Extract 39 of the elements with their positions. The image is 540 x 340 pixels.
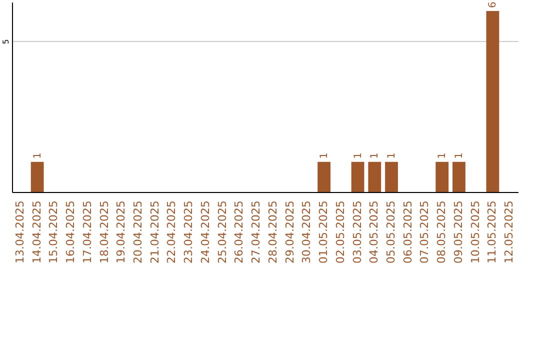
x-tick-label: 13.04.2025 [13, 200, 26, 264]
x-tick-label: 15.04.2025 [47, 200, 60, 264]
x-tick-label: 23.04.2025 [182, 200, 196, 264]
x-tick-label: 02.05.2025 [334, 200, 347, 264]
x-tick-label: 14.04.2025 [30, 200, 44, 264]
x-tick-label: 12.05.2025 [502, 200, 516, 264]
x-tick-label: 11.05.2025 [486, 200, 499, 264]
x-tick-label: 30.04.2025 [300, 200, 314, 264]
data-label: 1 [370, 152, 381, 159]
y-tick-label: 5 [2, 39, 10, 44]
x-tick-label: 07.05.2025 [418, 200, 432, 264]
x-tick-label: 27.04.2025 [250, 200, 263, 264]
x-tick-label: 28.04.2025 [266, 200, 280, 264]
x-tick-label: 29.04.2025 [283, 200, 296, 264]
x-tick-label: 26.04.2025 [232, 200, 246, 264]
data-label: 1 [32, 152, 44, 159]
x-tick-label: 19.04.2025 [114, 200, 128, 264]
x-tick-label: 05.05.2025 [384, 200, 398, 264]
x-tick-label: 18.04.2025 [98, 200, 111, 264]
data-label: 1 [319, 152, 330, 159]
x-tick-label: 25.04.2025 [216, 200, 229, 264]
x-tick-label: 10.05.2025 [468, 200, 482, 264]
data-label: 1 [352, 152, 364, 159]
x-tick-label: 16.04.2025 [64, 200, 78, 264]
x-tick-label: 24.04.2025 [198, 200, 212, 264]
data-label: 1 [437, 152, 448, 159]
x-tick-label: 01.05.2025 [317, 200, 330, 264]
x-tick-label: 17.04.2025 [80, 200, 94, 264]
x-tick-label: 21.04.2025 [148, 200, 162, 264]
x-tick-label: 22.04.2025 [165, 200, 178, 264]
x-tick-label: 06.05.2025 [401, 200, 414, 264]
x-tick-label: 20.04.2025 [132, 200, 144, 264]
x-tick-label: 09.05.2025 [452, 200, 465, 264]
x-tick-label: 03.05.2025 [350, 200, 364, 264]
data-label: 6 [488, 2, 499, 8]
x-tick-label: 04.05.2025 [368, 200, 381, 264]
data-label: 1 [386, 152, 398, 159]
data-label: 1 [454, 152, 465, 159]
x-tick-label: 08.05.2025 [435, 200, 448, 264]
